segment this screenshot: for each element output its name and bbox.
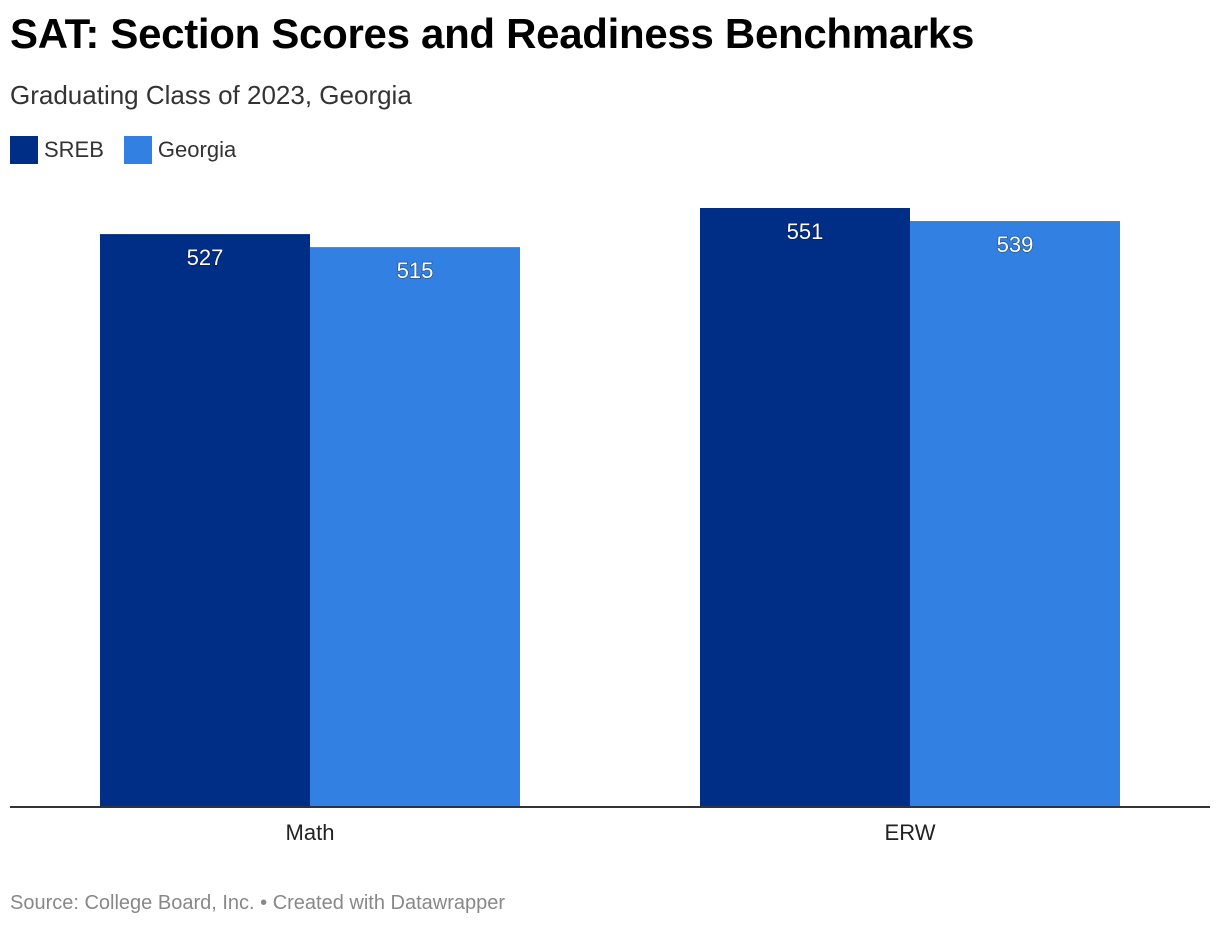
legend-item-georgia: Georgia bbox=[123, 136, 237, 164]
labels-layer: 527 515 Math 551 539 ERW bbox=[186, 218, 1034, 845]
legend: SREB Georgia bbox=[10, 136, 256, 164]
data-label-georgia-math: 515 bbox=[397, 258, 434, 283]
data-label-sreb-math: 527 bbox=[187, 245, 224, 270]
source-note: Source: College Board, Inc. • Created wi… bbox=[10, 892, 506, 914]
data-label-sreb-erw: 551 bbox=[787, 219, 824, 244]
bar-sreb-math bbox=[100, 234, 310, 807]
legend-swatch-georgia bbox=[123, 136, 152, 164]
category-label-math: Math bbox=[286, 820, 335, 845]
legend-swatch-sreb bbox=[10, 136, 38, 164]
bar-chart: 527 515 Math 551 539 ERW bbox=[10, 208, 1210, 845]
legend-label-georgia: Georgia bbox=[157, 137, 237, 162]
legend-label-sreb: SREB bbox=[44, 137, 104, 162]
bar-georgia-erw bbox=[910, 221, 1120, 808]
chart-subtitle: Graduating Class of 2023, Georgia bbox=[10, 80, 412, 110]
legend-item-sreb: SREB bbox=[10, 136, 104, 164]
chart-title: SAT: Section Scores and Readiness Benchm… bbox=[10, 10, 975, 57]
category-label-erw: ERW bbox=[885, 820, 936, 845]
bars-layer bbox=[100, 208, 1120, 808]
bar-georgia-math bbox=[310, 247, 520, 808]
bar-sreb-erw bbox=[700, 208, 910, 807]
data-label-georgia-erw: 539 bbox=[997, 232, 1034, 257]
